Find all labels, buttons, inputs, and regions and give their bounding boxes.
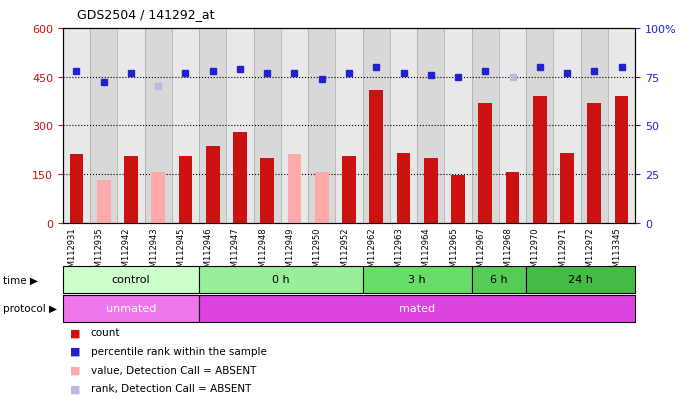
Bar — [206, 147, 220, 223]
Bar — [97, 181, 110, 223]
Text: GSM113345: GSM113345 — [613, 227, 621, 278]
Bar — [90, 29, 117, 223]
Bar — [506, 173, 519, 223]
Bar — [445, 29, 472, 223]
Text: GSM112963: GSM112963 — [394, 227, 403, 278]
Text: GSM112952: GSM112952 — [340, 227, 349, 278]
Text: 24 h: 24 h — [568, 275, 593, 285]
Text: 3 h: 3 h — [408, 275, 426, 285]
Text: GSM112972: GSM112972 — [586, 227, 594, 278]
Text: GSM112949: GSM112949 — [285, 227, 295, 278]
Bar — [199, 295, 635, 322]
Text: ■: ■ — [70, 383, 80, 393]
Bar — [608, 29, 635, 223]
Bar — [281, 29, 308, 223]
Text: percentile rank within the sample: percentile rank within the sample — [91, 346, 267, 356]
Text: mated: mated — [399, 304, 435, 314]
Bar — [342, 157, 356, 223]
Text: GSM112950: GSM112950 — [313, 227, 322, 278]
Text: GSM112948: GSM112948 — [258, 227, 267, 278]
Text: GDS2504 / 141292_at: GDS2504 / 141292_at — [77, 8, 214, 21]
Text: time ▶: time ▶ — [3, 275, 38, 285]
Bar — [396, 154, 410, 223]
Text: control: control — [112, 275, 150, 285]
Text: GSM112946: GSM112946 — [204, 227, 213, 278]
Bar — [172, 29, 199, 223]
Bar — [451, 175, 465, 223]
Bar — [533, 97, 547, 223]
Bar — [63, 295, 199, 322]
Text: 0 h: 0 h — [272, 275, 290, 285]
Bar — [417, 29, 445, 223]
Bar — [144, 29, 172, 223]
Text: GSM112965: GSM112965 — [449, 227, 458, 278]
Bar — [288, 155, 302, 223]
Text: GSM112945: GSM112945 — [177, 227, 186, 278]
Text: GSM112971: GSM112971 — [558, 227, 567, 278]
Bar — [315, 173, 329, 223]
Bar — [308, 29, 335, 223]
Bar — [151, 173, 165, 223]
Bar — [199, 29, 226, 223]
Bar — [199, 266, 363, 293]
Bar — [179, 157, 192, 223]
Bar — [526, 29, 554, 223]
Bar — [499, 29, 526, 223]
Text: GSM112962: GSM112962 — [367, 227, 376, 278]
Text: ■: ■ — [70, 365, 80, 375]
Bar — [117, 29, 144, 223]
Bar — [363, 266, 472, 293]
Bar — [478, 103, 492, 223]
Bar — [472, 29, 499, 223]
Text: value, Detection Call = ABSENT: value, Detection Call = ABSENT — [91, 365, 256, 375]
Text: GSM112942: GSM112942 — [122, 227, 131, 278]
Bar — [253, 29, 281, 223]
Bar — [124, 157, 138, 223]
Text: 6 h: 6 h — [490, 275, 507, 285]
Bar — [560, 154, 574, 223]
Text: ■: ■ — [70, 328, 80, 337]
Text: GSM112931: GSM112931 — [68, 227, 77, 278]
Bar — [335, 29, 363, 223]
Bar — [554, 29, 581, 223]
Text: rank, Detection Call = ABSENT: rank, Detection Call = ABSENT — [91, 383, 251, 393]
Text: GSM112970: GSM112970 — [530, 227, 540, 278]
Bar — [526, 266, 635, 293]
Bar — [70, 155, 83, 223]
Bar — [226, 29, 253, 223]
Text: count: count — [91, 328, 120, 337]
Bar — [472, 266, 526, 293]
Text: GSM112964: GSM112964 — [422, 227, 431, 278]
Bar — [615, 97, 628, 223]
Bar — [63, 266, 199, 293]
Text: GSM112968: GSM112968 — [503, 227, 512, 278]
Text: GSM112935: GSM112935 — [95, 227, 104, 278]
Bar — [588, 103, 601, 223]
Bar — [390, 29, 417, 223]
Bar — [63, 29, 90, 223]
Bar — [363, 29, 390, 223]
Bar — [260, 158, 274, 223]
Bar — [581, 29, 608, 223]
Text: ■: ■ — [70, 346, 80, 356]
Bar — [424, 158, 438, 223]
Text: GSM112947: GSM112947 — [231, 227, 240, 278]
Bar — [369, 90, 383, 223]
Text: GSM112967: GSM112967 — [476, 227, 485, 278]
Text: unmated: unmated — [106, 304, 156, 314]
Text: GSM112943: GSM112943 — [149, 227, 158, 278]
Bar — [233, 133, 247, 223]
Text: protocol ▶: protocol ▶ — [3, 304, 57, 314]
